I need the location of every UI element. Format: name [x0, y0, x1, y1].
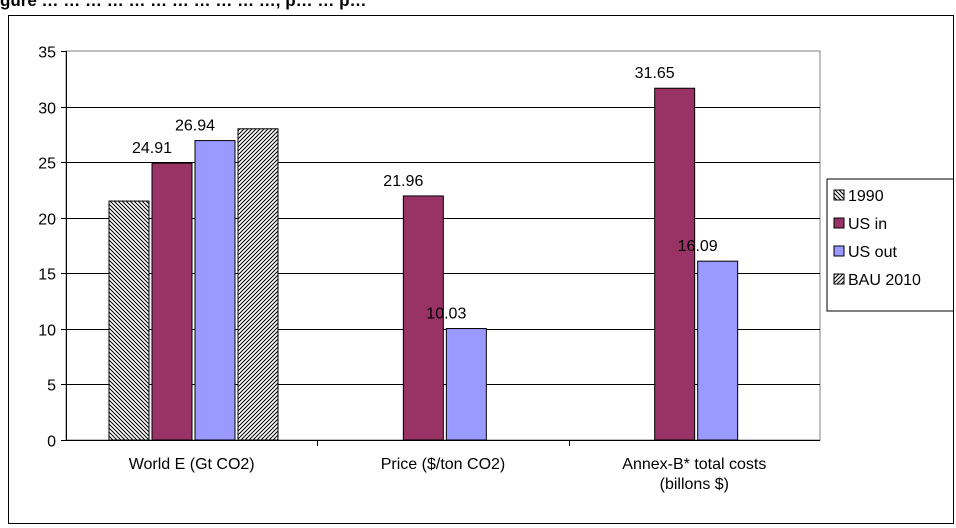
y-tick-label: 25 [38, 156, 56, 173]
y-tick-label: 15 [38, 267, 56, 284]
legend-swatch-us-in [833, 217, 845, 229]
x-tick-label: Price ($/ton CO2) [381, 456, 505, 473]
data-label: 21.96 [383, 173, 423, 190]
legend-swatch-bau-2010 [833, 273, 845, 285]
data-label: 26.94 [175, 118, 215, 135]
data-label: 16.09 [678, 238, 718, 255]
data-label: 24.91 [132, 140, 172, 157]
x-tick-label: Annex-B* total costs (billons $) [622, 456, 766, 493]
figure-caption: gure … … … … … … … … … … …, p… … p… [0, 0, 367, 10]
legend-box [826, 178, 956, 312]
bar-chart: 0 5 10 15 20 25 30 35 World E (Gt CO2) Price ($/t… [38, 45, 956, 493]
bar-us-out [445, 328, 487, 441]
bar-us-in [654, 87, 696, 441]
bar-1990 [108, 200, 150, 441]
legend-label-us-in: US in [848, 216, 887, 233]
y-tick-label: 20 [38, 212, 56, 229]
y-tick-label: 30 [38, 101, 56, 118]
legend-swatch-us-out [833, 245, 845, 257]
y-tick-label: 0 [47, 434, 56, 451]
bar-us-out [194, 140, 236, 441]
x-tick-label: World E (Gt CO2) [129, 456, 255, 473]
bar-us-out [697, 260, 739, 441]
chart-frame: 0 5 10 15 20 25 30 35 World E (Gt CO2) Price ($/t… [8, 15, 956, 524]
legend-label-1990: 1990 [848, 188, 884, 205]
bar-us-in [151, 162, 193, 441]
legend-swatch-1990 [833, 189, 845, 201]
bar-bau-2010 [237, 128, 279, 441]
data-label: 10.03 [426, 306, 466, 323]
y-tick-label: 5 [47, 378, 56, 395]
data-label: 31.65 [635, 65, 675, 82]
y-tick-label: 10 [38, 323, 56, 340]
bar-us-in [402, 195, 444, 441]
legend-label-bau-2010: BAU 2010 [848, 272, 921, 289]
legend-label-us-out: US out [848, 244, 897, 261]
y-tick-label: 35 [38, 45, 56, 62]
